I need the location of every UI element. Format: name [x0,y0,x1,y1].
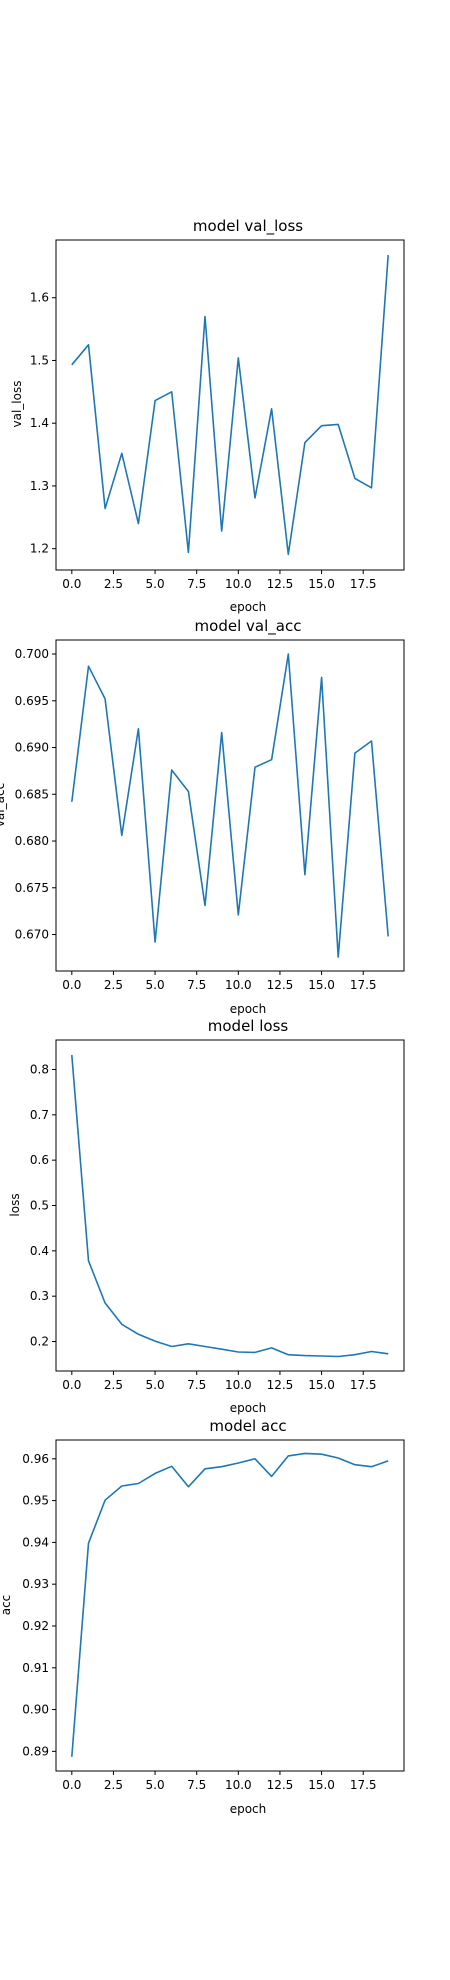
y-tick-label: 0.95 [22,1494,49,1508]
x-axis-label: epoch [230,1802,267,1816]
x-tick-label: 17.5 [350,978,377,992]
y-tick-label: 0.700 [15,647,49,661]
x-tick-label: 0.0 [62,1778,81,1792]
y-tick-label: 0.695 [15,694,49,708]
y-tick-label: 0.2 [30,1335,49,1349]
x-tick-label: 5.0 [146,1778,165,1792]
subplot-loss: model loss epoch loss 0.0 2.5 5.0 7.5 10.0 12… [8,1017,405,1415]
y-axis-label: val_acc [0,783,7,827]
y-tick-label: 0.5 [30,1199,49,1213]
y-tick-label: 0.680 [15,834,49,848]
y-axis-label: loss [8,1193,22,1216]
x-axis-label: epoch [230,1002,267,1016]
y-tick-label: 0.96 [22,1452,49,1466]
series-line-val-acc [71,653,389,958]
y-tick-label: 1.4 [30,416,49,430]
x-tick-label: 12.5 [267,1778,294,1792]
y-tick-label: 0.94 [22,1535,49,1549]
x-tick-label: 12.5 [267,1378,294,1392]
axis-ticks: 0.0 2.5 5.0 7.5 10.0 12.5 15.0 17.5 1.2 1.3 1.4 1.5… [30,291,377,591]
x-tick-label: 0.0 [62,1378,81,1392]
x-axis-label: epoch [230,1401,267,1415]
x-tick-label: 2.5 [104,978,123,992]
x-tick-label: 10.0 [225,577,252,591]
y-tick-label: 0.92 [22,1619,49,1633]
subplot-acc: model acc epoch acc 0.0 2.5 5.0 7.5 10.0 12.5… [0,1417,405,1816]
axis-ticks: 0.0 2.5 5.0 7.5 10.0 12.5 15.0 17.5 0.2 0.3 0.4 0.5… [30,1062,377,1392]
x-tick-label: 5.0 [146,1378,165,1392]
y-tick-label: 0.675 [15,881,49,895]
y-tick-label: 1.2 [30,542,49,556]
chart-title: model acc [209,1417,286,1435]
x-tick-label: 12.5 [267,978,294,992]
y-tick-label: 0.7 [30,1108,49,1122]
x-tick-label: 7.5 [187,577,206,591]
plot-frame [55,239,405,571]
y-tick-label: 0.93 [22,1577,49,1591]
x-tick-label: 15.0 [308,1778,335,1792]
x-axis-label: epoch [230,600,267,614]
x-tick-label: 15.0 [308,577,335,591]
x-tick-label: 15.0 [308,978,335,992]
x-tick-label: 15.0 [308,1378,335,1392]
x-tick-label: 5.0 [146,978,165,992]
y-tick-label: 0.8 [30,1062,49,1076]
x-tick-label: 2.5 [104,1378,123,1392]
axis-ticks: 0.0 2.5 5.0 7.5 10.0 12.5 15.0 17.5 0.670 0.675 0.… [15,647,377,992]
x-tick-label: 0.0 [62,577,81,591]
series-line-loss [71,1054,389,1358]
x-tick-label: 17.5 [350,1378,377,1392]
x-tick-label: 2.5 [104,577,123,591]
y-axis-label: acc [0,1595,13,1616]
subplot-val-acc: model val_acc epoch val_acc 0.0 2.5 5.0 7.5… [0,617,405,1016]
y-tick-label: 1.6 [30,291,49,305]
y-tick-label: 0.89 [22,1744,49,1758]
x-tick-label: 7.5 [187,978,206,992]
chart-title: model loss [208,1017,289,1035]
x-tick-label: 17.5 [350,1778,377,1792]
x-tick-label: 7.5 [187,1778,206,1792]
y-axis-label: val_loss [10,381,24,428]
x-tick-label: 12.5 [267,577,294,591]
y-tick-label: 0.4 [30,1244,49,1258]
axis-ticks: 0.0 2.5 5.0 7.5 10.0 12.5 15.0 17.5 0.89 0.90 0.91… [22,1452,376,1792]
chart-title: model val_loss [193,217,303,236]
y-tick-label: 1.3 [30,479,49,493]
x-tick-label: 10.0 [225,978,252,992]
x-tick-label: 10.0 [225,1378,252,1392]
x-tick-label: 17.5 [350,577,377,591]
y-tick-label: 0.670 [15,928,49,942]
x-tick-label: 5.0 [146,577,165,591]
x-tick-label: 2.5 [104,1778,123,1792]
x-tick-label: 7.5 [187,1378,206,1392]
plot-frame [55,639,405,972]
x-tick-label: 10.0 [225,1778,252,1792]
plot-frame [55,1439,405,1772]
series-line-val-loss [71,255,389,556]
y-tick-label: 0.690 [15,741,49,755]
y-tick-label: 0.6 [30,1153,49,1167]
y-tick-label: 0.685 [15,787,49,801]
series-line-acc [71,1452,389,1757]
y-tick-label: 0.90 [22,1703,49,1717]
subplot-val-loss: model val_loss epoch val_loss 0.0 2.5 5.0 7… [10,217,405,614]
y-tick-label: 1.5 [30,353,49,367]
x-tick-label: 0.0 [62,978,81,992]
y-tick-label: 0.3 [30,1289,49,1303]
y-tick-label: 0.91 [22,1661,49,1675]
chart-title: model val_acc [195,617,302,636]
